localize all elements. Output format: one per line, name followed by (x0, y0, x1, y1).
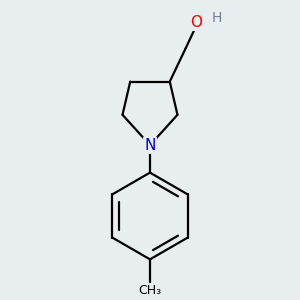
Text: H: H (212, 11, 222, 25)
Text: O: O (190, 15, 202, 30)
Text: N: N (144, 138, 156, 153)
Text: CH₃: CH₃ (138, 284, 162, 297)
